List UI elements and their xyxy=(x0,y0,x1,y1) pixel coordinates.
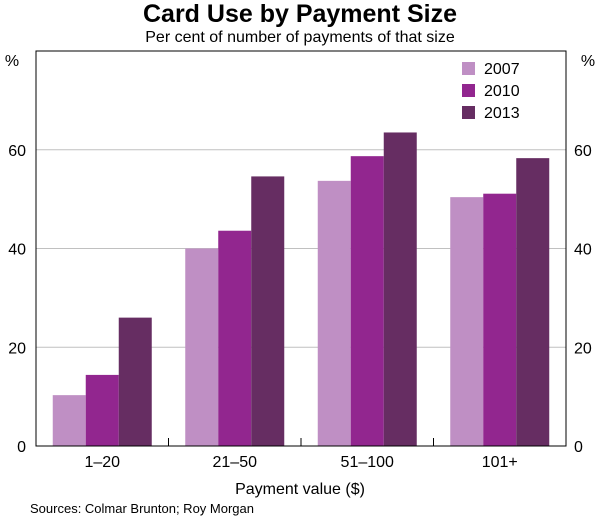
bar-2013-2 xyxy=(383,132,417,446)
legend-swatch-2013 xyxy=(462,106,475,119)
chart-title: Card Use by Payment Size xyxy=(143,0,457,28)
legend-label-2013: 2013 xyxy=(484,105,520,122)
bar-2007-2 xyxy=(317,180,351,446)
legend-label-2010: 2010 xyxy=(484,83,520,100)
y-tick-label-left: 60 xyxy=(8,143,26,160)
y-tick-label-right: 20 xyxy=(574,340,592,357)
source-note: Sources: Colmar Brunton; Roy Morgan xyxy=(30,501,254,516)
x-tick-label: 1–20 xyxy=(84,454,120,471)
bar-2010-2 xyxy=(350,156,384,446)
x-tick-marks xyxy=(168,438,434,446)
legend-swatch-2007 xyxy=(462,62,475,75)
x-tick-label: 21–50 xyxy=(213,454,258,471)
bars xyxy=(52,132,550,447)
bar-2007-1 xyxy=(185,248,219,446)
y-tick-label-left: 0 xyxy=(17,439,26,456)
bar-2013-1 xyxy=(251,176,285,446)
bar-2007-0 xyxy=(52,395,86,446)
bar-2007-3 xyxy=(450,197,484,446)
x-tick-label: 101+ xyxy=(482,454,518,471)
legend-swatch-2010 xyxy=(462,84,475,97)
y-tick-label-left: 20 xyxy=(8,340,26,357)
y-tick-label-right: 40 xyxy=(574,242,592,259)
y-tick-label-right: 60 xyxy=(574,143,592,160)
y-tick-labels: 0 0 20 20 40 40 60 60 xyxy=(8,143,592,456)
y-tick-label-left: 40 xyxy=(8,242,26,259)
bar-2013-3 xyxy=(516,158,550,447)
x-tick-labels: 1–20 21–50 51–100 101+ xyxy=(84,454,517,471)
legend: 2007 2010 2013 xyxy=(462,61,520,122)
x-axis-title: Payment value ($) xyxy=(235,481,365,498)
chart-subtitle: Per cent of number of payments of that s… xyxy=(145,29,455,46)
bar-2010-1 xyxy=(218,230,252,446)
y-tick-label-right: 0 xyxy=(574,439,583,456)
bar-2010-0 xyxy=(85,374,119,446)
y-axis-unit-left: % xyxy=(5,53,19,70)
bar-2013-0 xyxy=(118,317,152,446)
bar-2010-3 xyxy=(483,193,517,446)
x-tick-label: 51–100 xyxy=(341,454,394,471)
legend-label-2007: 2007 xyxy=(484,61,520,78)
y-axis-unit-right: % xyxy=(581,53,595,70)
